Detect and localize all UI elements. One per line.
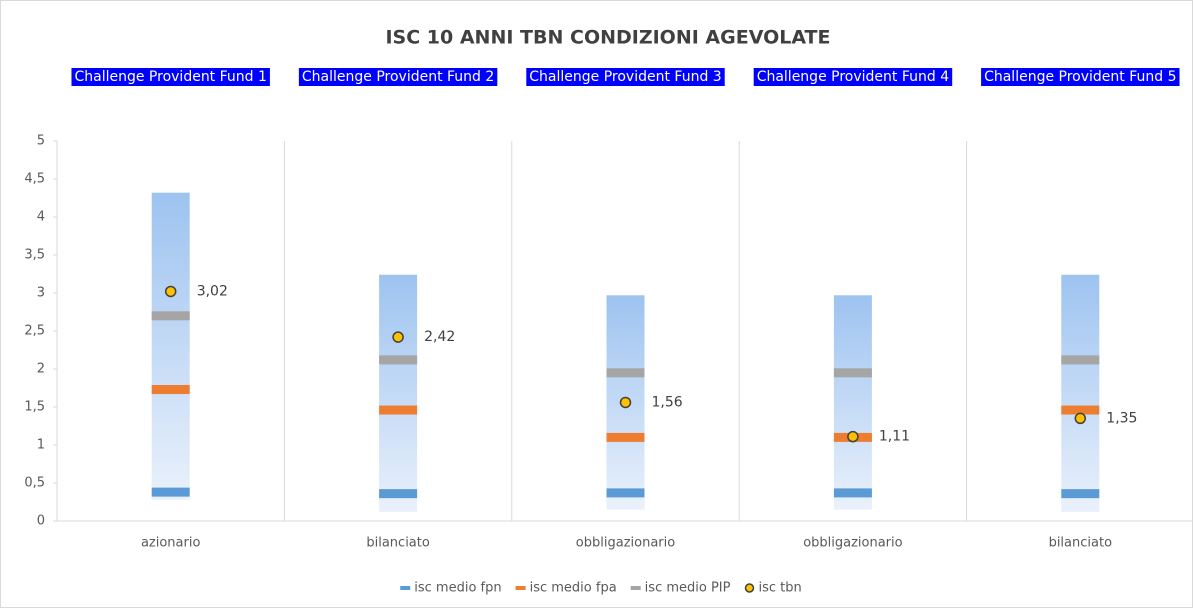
y-tick-label: 4,5 (24, 172, 45, 187)
y-tick-label: 2 (37, 362, 45, 377)
fund-label-box (71, 68, 270, 86)
legend-label: isc tbn (758, 581, 801, 596)
fund-label: Challenge Provident Fund 4 (757, 69, 950, 85)
data-label: 3,02 (197, 283, 228, 299)
marker-dash (379, 355, 418, 365)
marker-dot (847, 430, 859, 443)
marker-dash (606, 432, 645, 442)
marker-dot (392, 331, 404, 343)
marker-dash (606, 488, 645, 498)
y-tick-label: 1 (37, 438, 45, 453)
marker-dash (379, 405, 418, 415)
data-label: 1,11 (879, 429, 910, 445)
marker-dot (164, 285, 177, 298)
fund-label-box (298, 68, 498, 86)
x-tick-label: bilanciato (366, 536, 430, 551)
range-bar (379, 274, 418, 512)
y-tick-label: 3 (37, 286, 45, 301)
y-tick-label: 0 (37, 514, 45, 529)
y-tick-label: 1,5 (24, 400, 45, 415)
x-tick-label: azionario (141, 536, 201, 551)
legend-swatch (744, 583, 755, 593)
fund-label: Challenge Provident Fund 2 (302, 69, 494, 85)
range-bar (833, 295, 872, 510)
legend-swatch (400, 586, 411, 590)
marker-dash (151, 385, 190, 395)
legend: isc medio fpn isc medio fpa isc medio PIP i… (400, 581, 802, 596)
marker-dash (151, 311, 190, 321)
chart-title: ISC 10 ANNI TBN CONDIZIONI AGEVOLATE (385, 27, 830, 49)
marker-dash (1061, 355, 1100, 365)
y-tick-label: 3,5 (24, 248, 45, 263)
marker-dash (1061, 489, 1100, 499)
fund-label-box (526, 68, 725, 86)
x-tick-label: bilanciato (1049, 536, 1113, 551)
marker-dot (1074, 412, 1087, 425)
fund-label-box (753, 68, 953, 86)
marker-dash (833, 368, 872, 378)
y-tick-label: 5 (37, 134, 45, 149)
x-tick-label: obbligazionario (576, 536, 675, 551)
legend-label: isc medio fpa (530, 581, 617, 596)
fund-label: Challenge Provident Fund 5 (984, 69, 1176, 85)
range-bar (1061, 274, 1100, 512)
marker-dash (833, 488, 872, 498)
legend-label: isc medio PIP (645, 581, 731, 596)
fund-label-box (981, 68, 1180, 86)
data-label: 1,35 (1106, 410, 1137, 426)
marker-dash (379, 489, 418, 499)
fund-label: Challenge Provident Fund 1 (74, 69, 266, 85)
range-bar (151, 192, 190, 500)
y-tick-label: 2,5 (24, 324, 45, 339)
legend-swatch (515, 586, 526, 590)
data-label: 2,42 (424, 329, 455, 345)
marker-dash (606, 368, 645, 378)
y-tick-label: 0,5 (24, 476, 45, 491)
fund-label: Challenge Provident Fund 3 (529, 69, 721, 85)
marker-dash (1061, 405, 1100, 415)
data-label: 1,56 (652, 394, 683, 410)
x-tick-label: obbligazionario (803, 536, 902, 551)
marker-dash (151, 487, 190, 497)
legend-swatch (630, 586, 641, 590)
marker-dot (619, 396, 632, 409)
y-tick-label: 4 (37, 210, 45, 225)
legend-label: isc medio fpn (414, 581, 501, 596)
